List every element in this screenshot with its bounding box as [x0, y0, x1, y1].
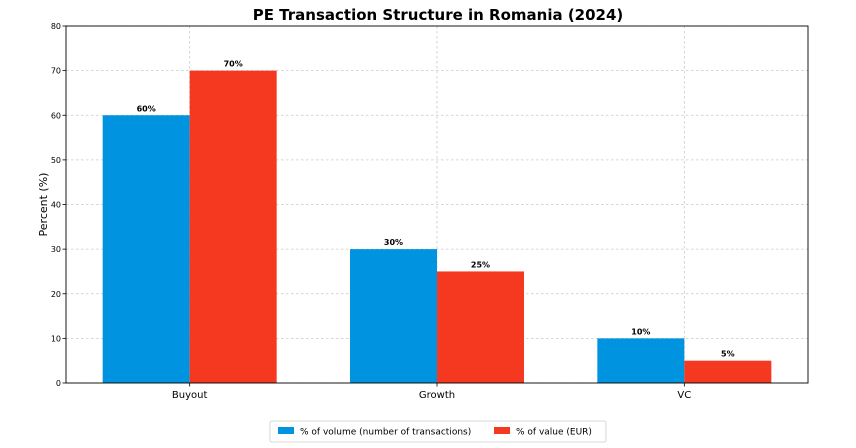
legend-swatch-value: [494, 427, 510, 434]
legend-label-value: % of value (EUR): [516, 428, 592, 438]
y-tick-label: 40: [51, 201, 61, 210]
data-label: 25%: [471, 260, 490, 269]
x-axis: Buyout Growth VC: [172, 383, 691, 401]
data-label: 70%: [224, 60, 243, 69]
legend-frame: [269, 420, 607, 443]
x-tick-label: VC: [677, 390, 691, 401]
x-tick-label: Growth: [419, 390, 455, 401]
x-tick-label: Buyout: [172, 390, 208, 401]
y-tick-label: 30: [51, 245, 61, 254]
data-label: 30%: [384, 238, 403, 247]
data-label: 5%: [721, 350, 735, 359]
y-axis-label: Percent (%): [37, 173, 50, 237]
data-label: 60%: [137, 104, 156, 113]
bar-value-growth: [437, 271, 524, 383]
y-tick-label: 20: [51, 290, 61, 299]
bar-volume-growth: [350, 249, 437, 383]
bar-layer: [102, 70, 772, 383]
y-tick-label: 10: [51, 334, 61, 343]
bar-volume-buyout: [102, 115, 190, 383]
y-tick-label: 80: [51, 22, 61, 31]
legend-label-volume: % of volume (number of transactions): [300, 428, 471, 438]
data-label-layer: 60% 30% 10% 70% 25% 5%: [137, 60, 735, 359]
bar-value-buyout: [189, 70, 277, 383]
legend-swatch-volume: [278, 427, 294, 434]
y-axis: 0 10 20 30 40 50 60 70 80: [51, 22, 66, 388]
y-tick-label: 0: [56, 379, 61, 388]
y-tick-label: 70: [51, 67, 61, 76]
bar-value-vc: [684, 360, 772, 383]
data-label: 10%: [631, 327, 650, 336]
y-tick-label: 60: [51, 111, 61, 120]
bar-volume-vc: [597, 338, 685, 383]
legend: % of volume (number of transactions) % o…: [269, 420, 607, 443]
chart-title: PE Transaction Structure in Romania (202…: [253, 6, 624, 24]
y-tick-label: 50: [51, 156, 61, 165]
